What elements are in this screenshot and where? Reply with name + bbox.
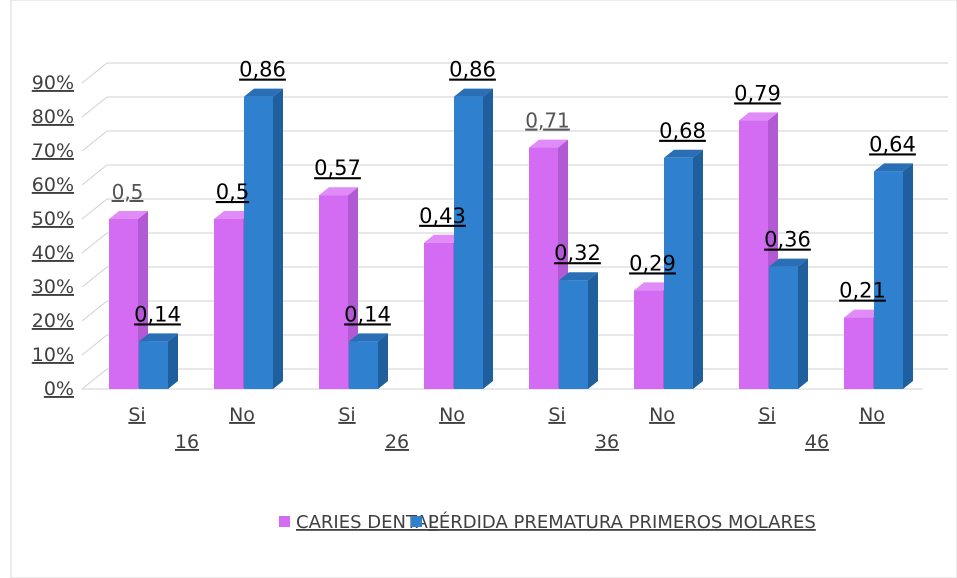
group-label: 16 <box>175 431 199 453</box>
bar-top <box>349 333 388 342</box>
y-tick-label: 90% <box>32 72 74 94</box>
group-label: 36 <box>595 431 619 453</box>
data-label: 0,32 <box>554 241 601 265</box>
category-label: No <box>859 404 885 426</box>
y-tick-label: 10% <box>32 344 74 366</box>
y-tick-label: 70% <box>32 140 74 162</box>
category-label: No <box>649 404 675 426</box>
data-label: 0,5 <box>112 180 144 204</box>
data-label: 0,29 <box>629 251 676 275</box>
data-label: 0,43 <box>419 204 466 228</box>
bar-side <box>903 163 913 389</box>
bar <box>739 120 768 390</box>
bar <box>634 290 663 389</box>
bar-side <box>273 88 283 389</box>
bar <box>244 96 273 389</box>
data-label: 0,14 <box>344 302 391 326</box>
y-tick-label: 0% <box>44 378 74 400</box>
grid-line-diagonal <box>81 368 108 390</box>
grid-line-diagonal <box>81 198 108 220</box>
bar <box>664 157 693 389</box>
grid-line-diagonal <box>81 96 108 118</box>
grid-line-diagonal <box>81 300 108 322</box>
bar <box>109 219 138 389</box>
bar <box>139 341 168 389</box>
y-axis-ticks: 0% 10% 20% 30% 40% 50% 60% 70% 80% 90% <box>32 72 74 400</box>
group-label: 46 <box>805 431 829 453</box>
bar-top <box>424 234 463 243</box>
data-label: 0,5 <box>216 180 249 204</box>
grid-line-diagonal <box>81 164 108 186</box>
data-label: 0,21 <box>839 279 886 303</box>
group-label: 26 <box>385 431 409 453</box>
data-label: 0,68 <box>659 119 706 143</box>
data-label: 0,86 <box>239 58 286 82</box>
bars <box>109 88 913 390</box>
bar <box>319 195 348 389</box>
bar-top <box>559 272 598 281</box>
data-labels: 0,5 0,14 0,5 0,86 0,57 0,14 0,43 0,86 0,71 0,32 0,… <box>112 58 916 327</box>
bar <box>559 280 588 389</box>
bar-top <box>454 88 493 97</box>
bar <box>214 219 243 389</box>
bar <box>769 266 798 389</box>
data-label: 0,64 <box>869 132 916 156</box>
bar-side <box>693 149 703 389</box>
category-label: Si <box>128 404 145 426</box>
data-label: 0,36 <box>764 228 811 252</box>
bar-top <box>769 258 808 267</box>
bar-side <box>483 88 493 389</box>
data-label: 0,71 <box>525 109 570 133</box>
bar-top <box>244 88 283 97</box>
category-label: No <box>229 404 255 426</box>
legend-swatch-caries <box>279 516 290 527</box>
y-tick-label: 30% <box>32 276 74 298</box>
data-label: 0,86 <box>449 58 496 82</box>
bar-top <box>739 112 778 121</box>
bar <box>844 317 873 389</box>
bar <box>874 171 903 389</box>
bar-top <box>139 333 178 342</box>
grid-line-diagonal <box>81 62 108 84</box>
bar <box>349 341 378 389</box>
bar-top <box>844 309 883 318</box>
legend-label-caries: CARIES DENTAL <box>296 512 438 533</box>
y-tick-label: 20% <box>32 310 74 332</box>
data-label: 0,79 <box>734 81 781 105</box>
bar-side <box>588 272 598 389</box>
bar <box>529 147 558 389</box>
grid-line-diagonal <box>81 232 108 254</box>
data-label: 0,14 <box>134 302 181 326</box>
category-label: Si <box>338 404 355 426</box>
x-axis-categories: Si No Si No Si No Si No 16 26 36 46 <box>128 404 885 453</box>
y-tick-label: 40% <box>32 242 74 264</box>
bar <box>424 242 453 389</box>
bar-top <box>664 149 703 158</box>
legend: CARIES DENTAL PÉRDIDA PREMATURA PRIMEROS… <box>279 511 816 533</box>
bar-side <box>168 333 178 389</box>
y-tick-label: 80% <box>32 106 74 128</box>
legend-swatch-perdida <box>411 516 422 527</box>
bar-top <box>109 211 148 219</box>
y-tick-label: 60% <box>32 174 74 196</box>
category-label: No <box>439 404 465 426</box>
bar <box>454 96 483 389</box>
bar-top <box>319 187 358 196</box>
bar-side <box>798 258 808 389</box>
bar-top <box>874 163 913 172</box>
bar-top <box>214 211 253 219</box>
bar-side <box>378 333 388 389</box>
category-label: Si <box>548 404 565 426</box>
grid-line-diagonal <box>81 334 108 356</box>
category-label: Si <box>758 404 775 426</box>
y-tick-label: 50% <box>32 208 74 230</box>
bar-top <box>634 282 673 291</box>
grid-line-diagonal <box>81 266 108 288</box>
data-label: 0,57 <box>314 156 361 180</box>
bar-top <box>529 139 568 148</box>
grid-line-diagonal <box>81 130 108 152</box>
legend-label-perdida: PÉRDIDA PREMATURA PRIMEROS MOLARES <box>428 511 816 533</box>
